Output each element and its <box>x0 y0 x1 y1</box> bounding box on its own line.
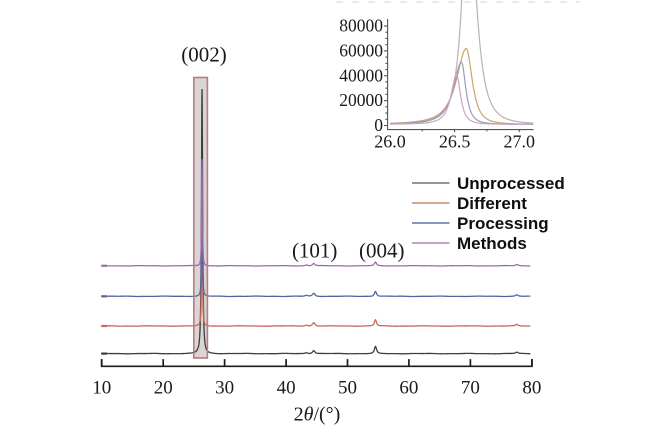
svg-text:Processing: Processing <box>457 214 549 233</box>
svg-text:30: 30 <box>215 378 234 399</box>
svg-text:2θ/(°): 2θ/(°) <box>294 404 341 426</box>
svg-text:Unprocessed: Unprocessed <box>457 174 565 193</box>
svg-text:27.0: 27.0 <box>503 132 535 152</box>
svg-text:(002): (002) <box>181 43 227 67</box>
svg-text:80: 80 <box>522 378 541 399</box>
svg-text:(004): (004) <box>359 239 405 263</box>
svg-text:20000: 20000 <box>339 90 383 110</box>
svg-text:20: 20 <box>154 378 173 399</box>
svg-text:(101): (101) <box>292 239 338 263</box>
svg-text:80000: 80000 <box>339 16 383 36</box>
svg-text:26.0: 26.0 <box>374 132 406 152</box>
svg-text:0: 0 <box>374 115 383 135</box>
svg-text:10: 10 <box>92 378 111 399</box>
svg-text:60000: 60000 <box>339 41 383 61</box>
svg-text:40: 40 <box>277 378 296 399</box>
svg-text:26.5: 26.5 <box>439 132 471 152</box>
svg-text:Different: Different <box>457 194 527 213</box>
svg-text:70: 70 <box>461 378 480 399</box>
svg-text:Methods: Methods <box>457 234 527 253</box>
svg-text:40000: 40000 <box>339 65 383 85</box>
svg-text:50: 50 <box>338 378 357 399</box>
svg-text:60: 60 <box>399 378 418 399</box>
